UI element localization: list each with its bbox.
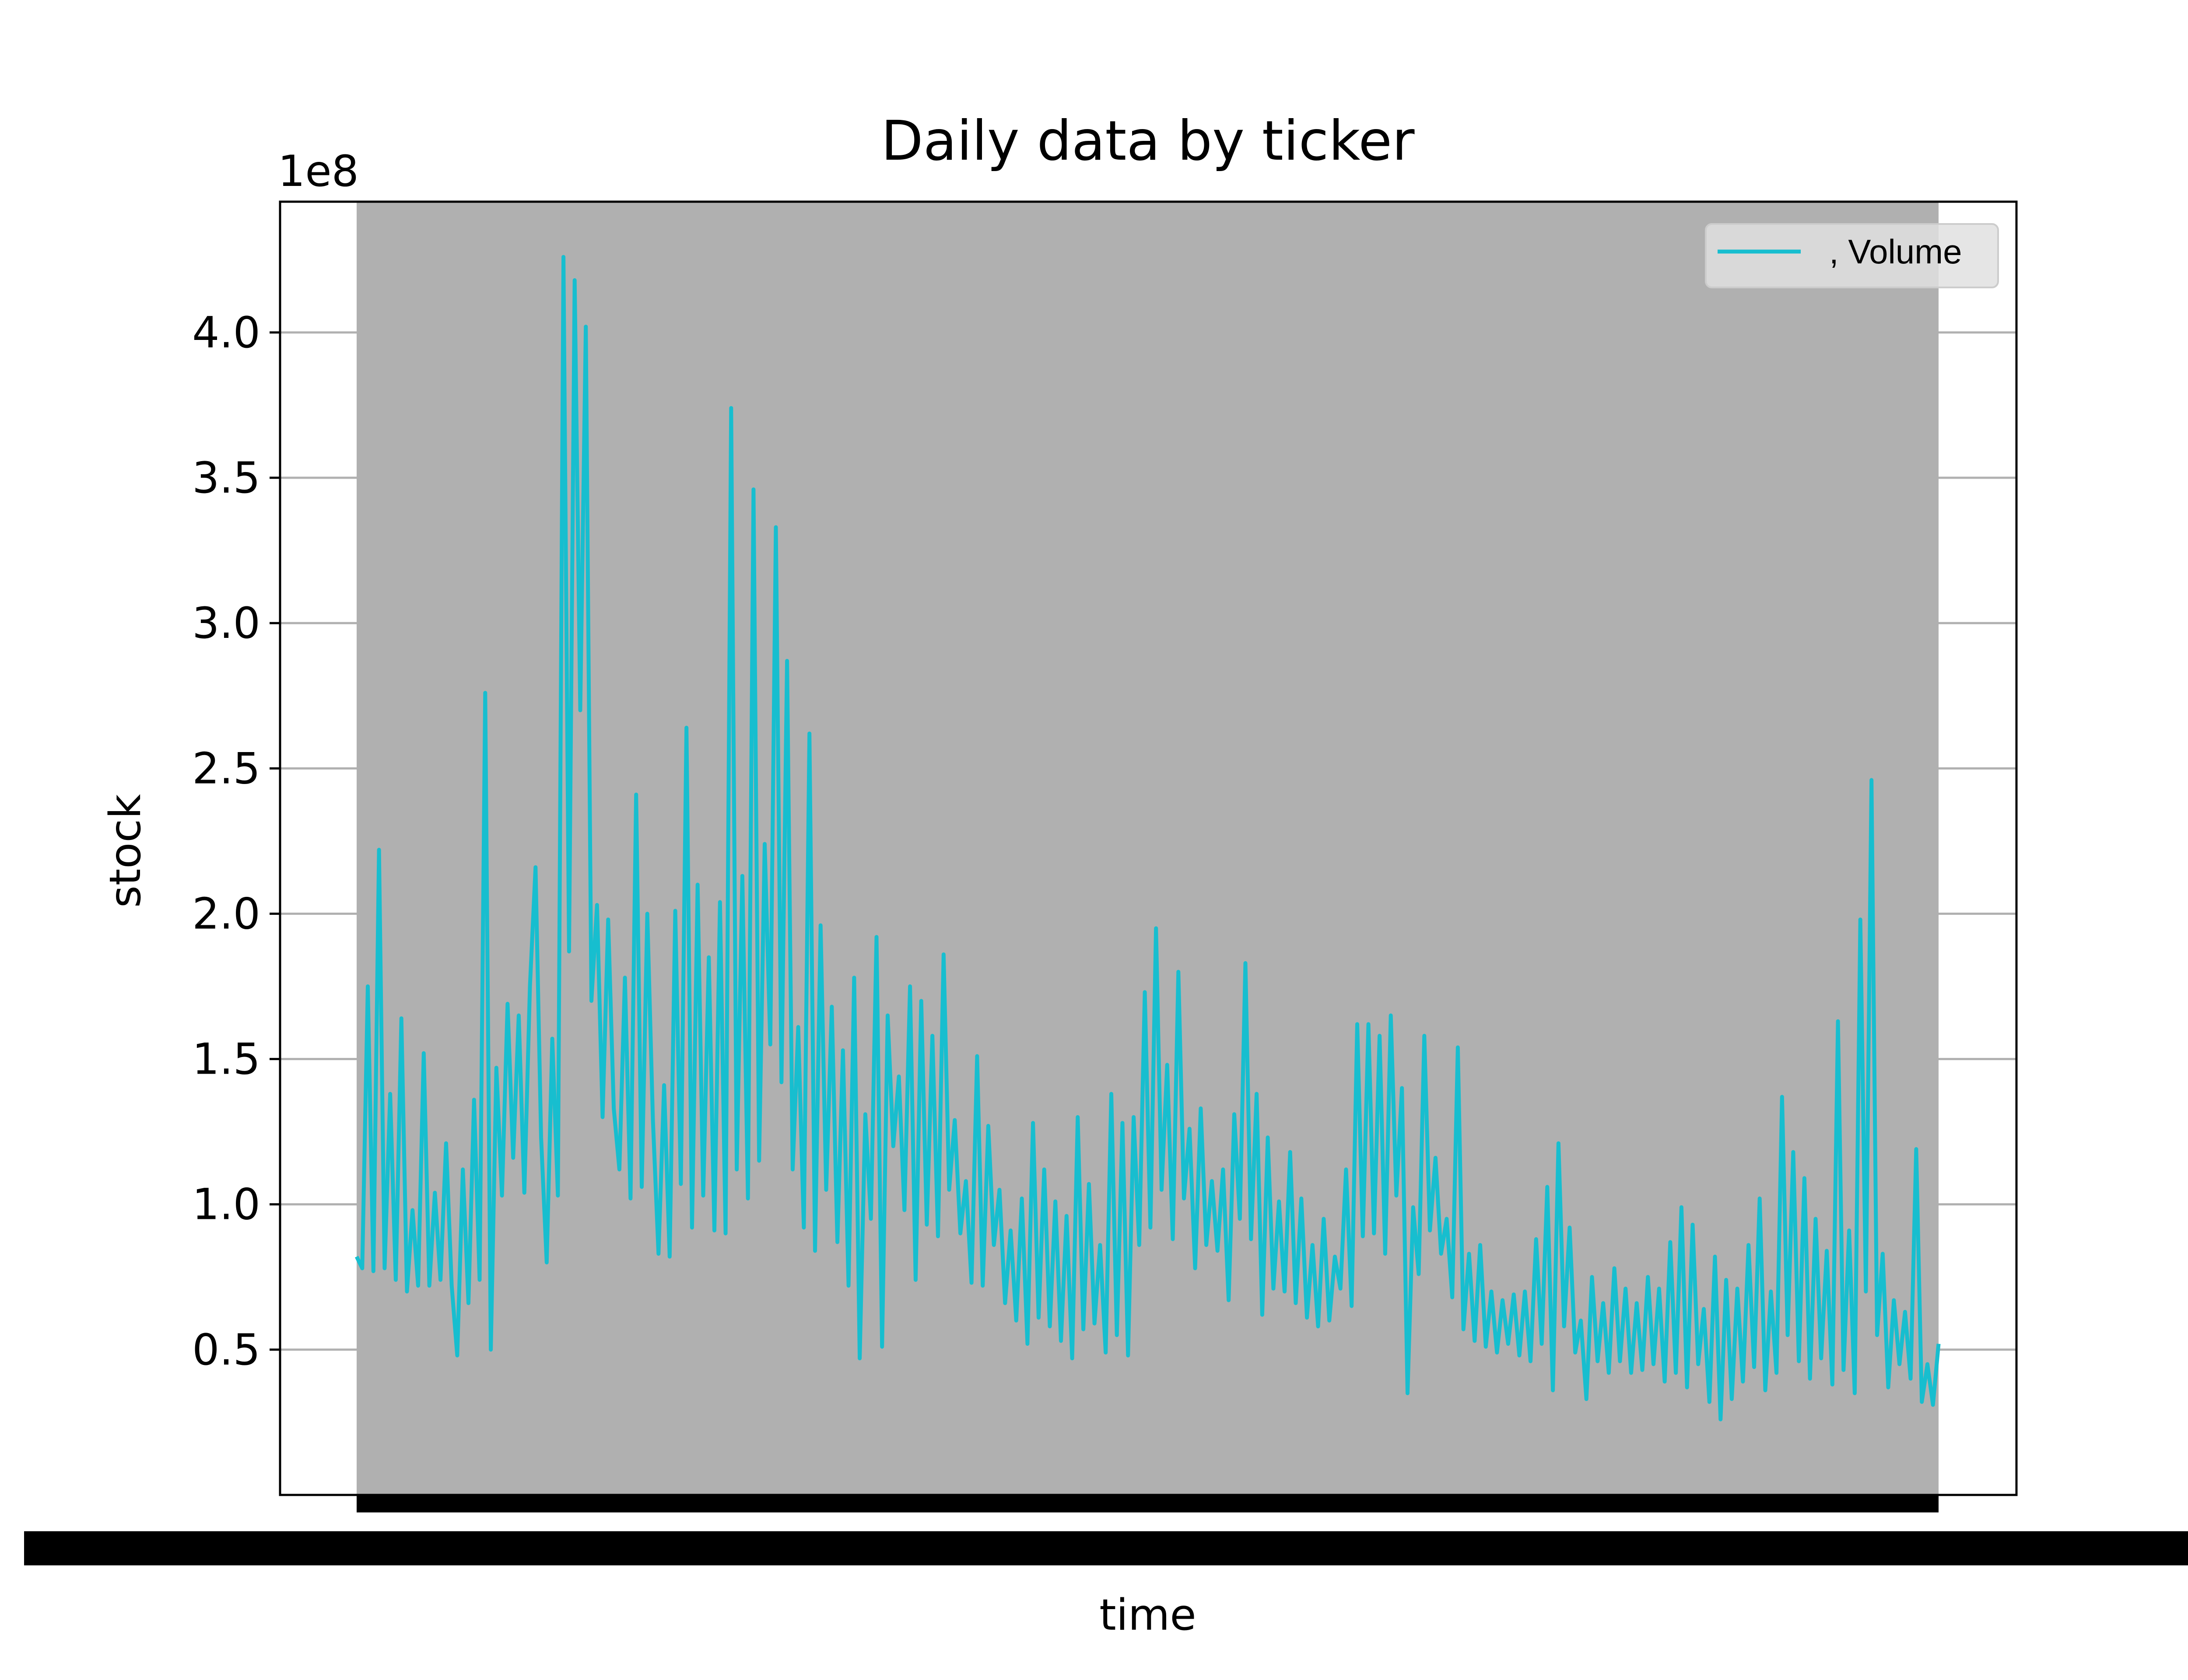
legend: , Volume: [1705, 223, 1999, 288]
series-line-volume: [354, 255, 1941, 1421]
plot-background: [357, 202, 1939, 1495]
y-tick-label: 3.5: [192, 453, 260, 503]
x-tick-label-band: [24, 1531, 2188, 1565]
y-offset-label: 1e8: [278, 147, 359, 196]
y-tick-label: 4.0: [192, 308, 260, 358]
y-tick-label: 2.0: [192, 889, 260, 939]
legend-box: [1705, 223, 1999, 288]
y-tick-labels: 0.5 1.0 1.5 2.0 2.5 3.0 3.5 4.0: [192, 308, 260, 1375]
legend-label: , Volume: [1829, 232, 1962, 271]
x-tick-band: [357, 1495, 1939, 1512]
y-tick-label: 3.0: [192, 598, 260, 648]
y-tick-label: 1.0: [192, 1180, 260, 1230]
y-tick-label: 0.5: [192, 1325, 260, 1375]
chart-title: Daily data by ticker: [881, 109, 1415, 173]
y-tick-label: 2.5: [192, 744, 260, 794]
y-ticks: [270, 331, 280, 1351]
y-tick-label: 1.5: [192, 1035, 260, 1085]
y-axis-label: stock: [101, 794, 151, 908]
x-axis-label: time: [1099, 1590, 1196, 1640]
